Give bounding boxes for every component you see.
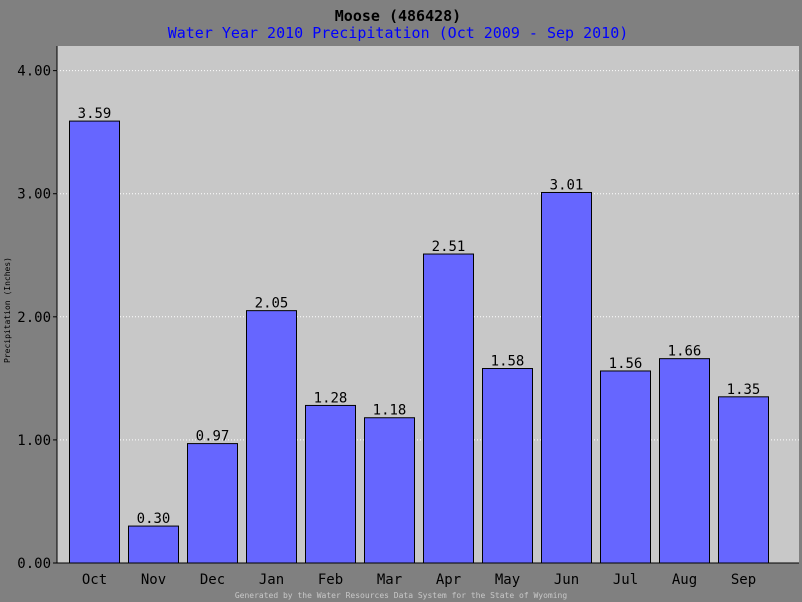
bar-value-label: 1.35 (727, 382, 761, 398)
x-tick-label: Sep (731, 572, 756, 588)
bar-value-label: 3.59 (78, 106, 112, 122)
bar-apr (423, 253, 474, 564)
x-tick-label: Nov (141, 572, 166, 588)
bar-aug (659, 358, 710, 564)
x-tick-label: Oct (82, 572, 107, 588)
bar-value-label: 1.66 (668, 344, 702, 360)
y-tick-label: 2.00 (17, 310, 51, 326)
x-tick-label: Aug (672, 572, 697, 588)
x-tick-label: Feb (318, 572, 343, 588)
x-tick-label: Jan (259, 572, 284, 588)
bar-value-label: 1.56 (609, 356, 643, 372)
bar-may (482, 368, 533, 564)
chart-title: Moose (486428) (335, 7, 461, 25)
bar-mar (364, 417, 415, 564)
x-tick-label: Apr (436, 572, 461, 588)
x-tick-label: Mar (377, 572, 402, 588)
y-axis-label: Precipitation (Inches) (3, 257, 12, 363)
bar-value-label: 1.28 (314, 390, 348, 406)
bar-value-label: 1.58 (491, 354, 525, 370)
y-tick-label: 0.00 (17, 556, 51, 572)
bar-value-label: 1.18 (373, 403, 407, 419)
bar-value-label: 2.05 (255, 296, 289, 312)
y-tick-label: 3.00 (17, 187, 51, 203)
bar-value-label: 2.51 (432, 239, 466, 255)
x-tick-label: May (495, 572, 520, 588)
bar-value-label: 0.30 (137, 511, 171, 527)
bar-oct (69, 120, 120, 564)
bar-sep (718, 396, 769, 564)
x-tick-label: Jun (554, 572, 579, 588)
y-tick-label: 1.00 (17, 433, 51, 449)
bar-jun (541, 191, 592, 564)
chart-subtitle: Water Year 2010 Precipitation (Oct 2009 … (168, 24, 629, 42)
bar-jan (246, 310, 297, 564)
x-tick-label: Dec (200, 572, 225, 588)
bar-nov (128, 525, 179, 564)
footer-credit: Generated by the Water Resources Data Sy… (235, 591, 568, 600)
bar-value-label: 0.97 (196, 429, 230, 445)
bar-feb (305, 404, 356, 564)
y-tick-label: 4.00 (17, 64, 51, 80)
x-tick-label: Jul (613, 572, 638, 588)
bar-jul (600, 370, 651, 564)
bar-value-label: 3.01 (550, 177, 584, 193)
bar-dec (187, 443, 238, 564)
